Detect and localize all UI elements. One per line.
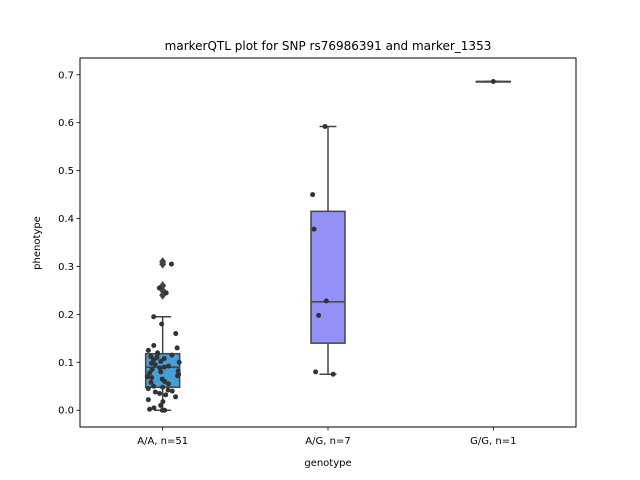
data-point [322, 124, 328, 130]
data-point [148, 379, 154, 385]
data-point [145, 386, 151, 392]
data-point [151, 343, 157, 349]
data-point [151, 314, 157, 320]
y-tick-label: 0.2 [58, 310, 74, 321]
data-point [145, 347, 151, 353]
box-group [310, 125, 346, 376]
data-point [152, 362, 158, 368]
data-point [173, 394, 179, 400]
data-point [159, 321, 165, 327]
data-point [175, 368, 181, 374]
data-point [161, 355, 167, 361]
y-axis: 0.0 0.1 0.2 0.3 0.4 0.5 0.6 0.7 [58, 70, 80, 417]
x-tick-label: A/G, n=7 [305, 436, 350, 447]
data-point [148, 354, 154, 360]
data-point [176, 359, 182, 365]
data-point [157, 390, 163, 396]
data-point [145, 397, 151, 403]
points-group [310, 124, 336, 377]
y-tick-label: 0.0 [58, 406, 74, 417]
x-tick-label: G/G, n=1 [470, 436, 516, 447]
y-tick-label: 0.6 [58, 118, 74, 129]
data-point [311, 226, 317, 232]
data-point [490, 78, 496, 84]
x-axis-label: genotype [304, 458, 351, 469]
data-point [157, 365, 163, 371]
data-point [149, 366, 155, 372]
data-point [158, 358, 164, 364]
y-axis-label: phenotype [32, 216, 43, 270]
data-point [144, 374, 150, 380]
data-point [323, 298, 329, 304]
data-point [158, 369, 164, 375]
data-point [155, 350, 161, 356]
data-point [161, 364, 167, 370]
data-point [152, 389, 158, 395]
data-point [163, 392, 169, 398]
data-point [159, 376, 165, 382]
data-point [169, 352, 175, 358]
data-point [162, 407, 168, 413]
data-point [316, 312, 322, 318]
data-point [147, 406, 153, 412]
data-point [149, 375, 155, 381]
data-point [151, 383, 157, 389]
data-point [154, 355, 160, 361]
y-tick-label: 0.4 [58, 214, 74, 225]
data-point [330, 371, 336, 377]
data-point [168, 261, 174, 267]
points-group [144, 261, 182, 413]
data-point [169, 388, 175, 394]
data-point [174, 345, 180, 351]
data-point [156, 285, 162, 291]
box [310, 210, 346, 344]
x-tick-label: A/A, n=51 [137, 436, 188, 447]
y-tick-label: 0.5 [58, 166, 74, 177]
data-point [166, 381, 172, 387]
data-point [160, 384, 166, 390]
data-point [310, 192, 316, 198]
y-tick-label: 0.1 [58, 358, 74, 369]
outlier-marker [159, 257, 167, 267]
chart-title: markerQTL plot for SNP rs76986391 and ma… [165, 39, 492, 53]
data-point [313, 369, 319, 375]
y-tick-label: 0.7 [58, 70, 74, 81]
data-point [166, 363, 172, 369]
data-point [160, 399, 166, 405]
points-group [490, 78, 496, 84]
x-axis: A/A, n=51 A/G, n=7 G/G, n=1 [137, 427, 516, 447]
plot-area [144, 78, 512, 413]
data-point [173, 331, 179, 337]
data-point [151, 405, 157, 411]
data-point [158, 402, 164, 408]
data-point [163, 290, 169, 296]
data-point [165, 387, 171, 393]
y-tick-label: 0.3 [58, 262, 74, 273]
